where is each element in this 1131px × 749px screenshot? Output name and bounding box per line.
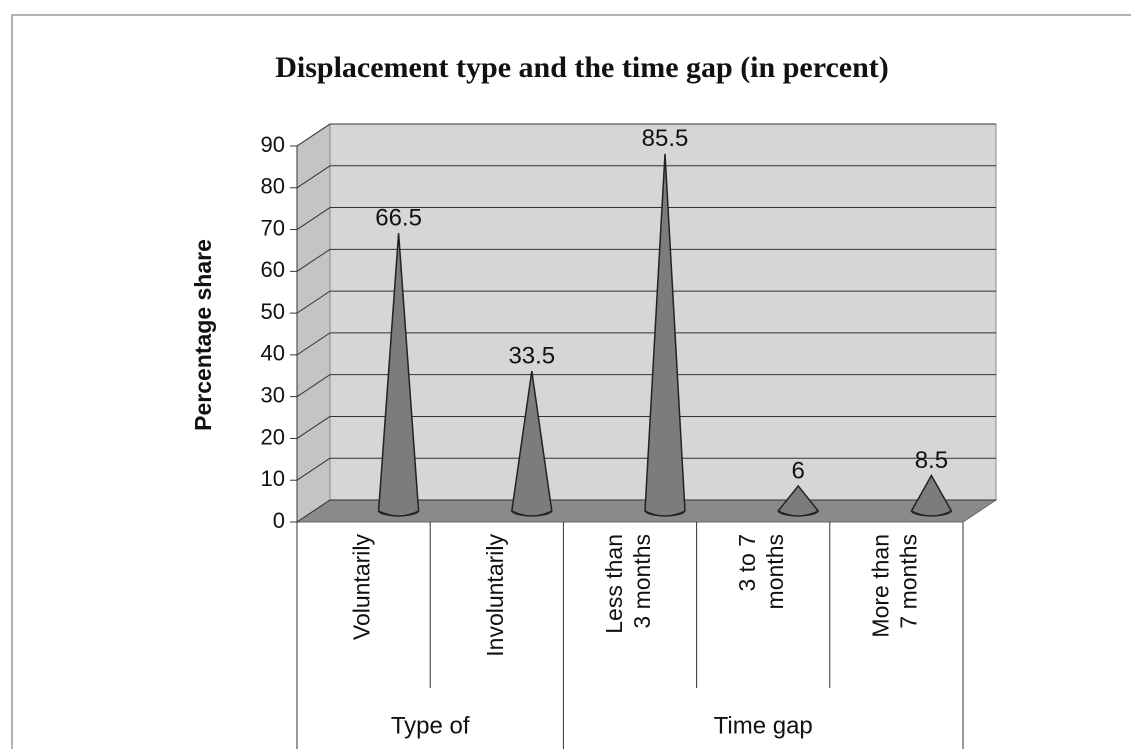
grid-line: [296, 207, 331, 230]
x-tick-label: 3 to 7months: [734, 534, 788, 609]
y-tick-label: 0: [273, 508, 285, 533]
value-label: 6: [792, 457, 805, 484]
x-tick-label: Less than3 months: [601, 534, 655, 634]
cone: [510, 370, 553, 517]
value-label: 33.5: [508, 342, 555, 369]
grid-line: [296, 248, 331, 272]
y-tick-label: 30: [261, 382, 285, 407]
grid-line: [296, 290, 331, 314]
chart-title: Displacement type and the time gap (in p…: [275, 51, 889, 84]
cone: [377, 233, 420, 517]
cone: [644, 153, 686, 517]
group-label: Type of: [391, 712, 470, 739]
y-tick-label: 90: [261, 132, 285, 157]
y-axis-label: Percentage share: [190, 239, 216, 431]
grid-line: [296, 165, 331, 189]
x-tick-label: Involuntarily: [482, 534, 508, 657]
grid-line: [296, 123, 331, 147]
group-label: Time gap: [714, 712, 813, 739]
y-tick-label: 50: [261, 299, 285, 324]
y-tick-label: 40: [261, 341, 285, 366]
cone: [777, 484, 820, 517]
grid-line: [296, 457, 331, 481]
x-tick-label: Voluntarily: [349, 534, 375, 641]
value-label: 66.5: [375, 205, 422, 232]
y-tick-label: 70: [261, 215, 285, 240]
y-tick-label: 20: [261, 424, 285, 449]
side-wall: [296, 123, 331, 523]
y-tick-label: 10: [261, 466, 285, 491]
value-label: 85.5: [642, 125, 689, 152]
grid-line: [296, 416, 331, 439]
x-tick-label: More than7 months: [867, 534, 921, 638]
grid-line: [296, 499, 331, 523]
frame: [11, 14, 1131, 749]
grid-line: [296, 332, 331, 356]
cone: [910, 473, 953, 517]
y-tick-label: 60: [261, 257, 285, 282]
y-tick-label: 80: [261, 174, 285, 199]
grid-line: [296, 374, 331, 398]
value-label: 8.5: [915, 447, 948, 474]
